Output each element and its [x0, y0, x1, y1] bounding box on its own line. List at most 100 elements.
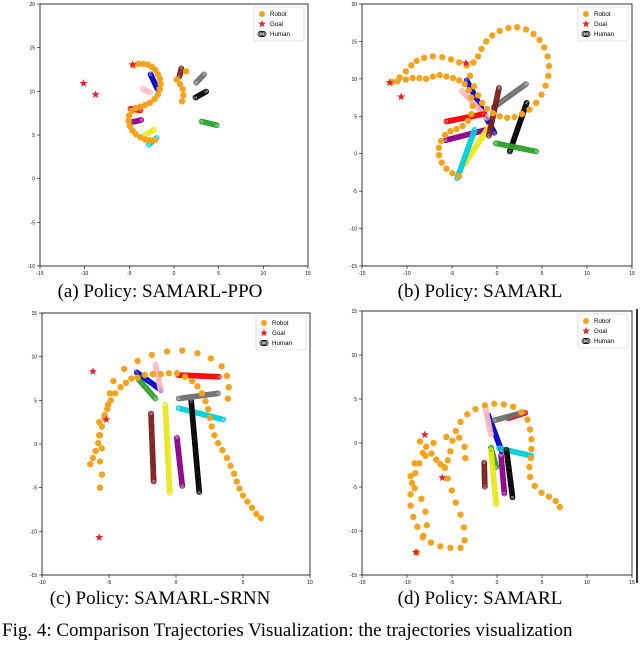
- robot-marker: [429, 53, 437, 60]
- robot-marker: [433, 456, 440, 463]
- y-tick-label: 5: [354, 397, 357, 403]
- y-tick-label: 10: [29, 89, 35, 95]
- robot-marker: [538, 91, 545, 98]
- human-marker: [471, 126, 478, 133]
- robot-marker: [444, 457, 451, 464]
- robot-marker: [89, 454, 97, 462]
- robot-marker: [408, 479, 416, 487]
- robot-marker: [456, 77, 463, 84]
- robot-marker: [436, 71, 443, 79]
- robot-marker: [457, 511, 464, 518]
- robot-marker: [438, 159, 445, 166]
- robot-marker: [441, 463, 448, 471]
- x-tick-label: 10: [307, 580, 313, 586]
- goal-marker: [88, 367, 97, 375]
- robot-marker: [96, 432, 104, 439]
- human-trajectory: [152, 361, 164, 394]
- subplot-d: -15 -10 -5 0 5 10 15 15 10 5 0 -5 -10 -15 Robot Goal Hum…: [320, 307, 640, 617]
- subplot-caption: (d) Policy: SAMARL: [397, 588, 563, 609]
- robot-marker: [149, 370, 156, 378]
- x-tick-label: -5: [107, 580, 112, 586]
- x-tick-label: -10: [38, 580, 45, 586]
- x-tick-label: 5: [541, 580, 544, 586]
- robot-marker: [526, 426, 534, 433]
- robot-marker: [188, 377, 196, 385]
- robot-marker: [449, 74, 457, 82]
- robot-marker: [448, 487, 455, 494]
- x-tick-label: 5: [242, 580, 245, 586]
- robot-marker: [465, 86, 472, 94]
- robot-marker: [510, 403, 517, 410]
- legend-human-marker: [260, 31, 267, 37]
- robot-marker: [125, 117, 132, 124]
- legend-frame: [253, 6, 305, 42]
- robot-marker: [95, 439, 102, 447]
- human-marker: [166, 490, 173, 496]
- robot-marker: [402, 76, 410, 83]
- robot-marker: [402, 68, 410, 75]
- human-trajectory: [135, 376, 159, 402]
- robot-marker: [528, 445, 535, 453]
- robot-marker: [194, 383, 201, 390]
- human-marker: [509, 494, 516, 501]
- robot-marker: [416, 460, 423, 467]
- robot-marker: [456, 59, 463, 66]
- human-marker: [152, 395, 159, 402]
- human-marker: [151, 126, 157, 133]
- x-tick-label: 10: [584, 580, 590, 586]
- y-tick-label: 0: [354, 152, 357, 158]
- robot-marker: [478, 45, 485, 53]
- human-marker: [493, 464, 500, 470]
- legend-human-marker: [261, 340, 267, 346]
- robot-marker: [461, 443, 468, 450]
- robot-marker: [483, 38, 490, 45]
- x-tick-label: 10: [584, 271, 590, 277]
- human-marker: [201, 71, 208, 78]
- robot-marker: [496, 113, 503, 120]
- robot-marker: [180, 92, 187, 99]
- legend-human-marker: [262, 340, 269, 346]
- robot-marker: [173, 76, 180, 83]
- legend-robot-marker: [261, 320, 267, 326]
- human-trajectory: [148, 410, 157, 485]
- robot-marker: [134, 357, 141, 365]
- x-tick-label: -10: [403, 271, 410, 277]
- robot-marker: [181, 373, 189, 380]
- legend: Robot Goal Human: [253, 6, 305, 42]
- robot-marker: [106, 390, 114, 397]
- robot-marker: [416, 438, 424, 445]
- axes-frame: [361, 3, 633, 267]
- robot-marker: [233, 478, 240, 485]
- robot-marker: [427, 539, 435, 546]
- legend-label: Robot: [594, 318, 611, 325]
- human-marker: [215, 390, 221, 397]
- robot-marker: [418, 495, 425, 503]
- robot-trajectory: [407, 400, 563, 556]
- robot-marker: [541, 44, 548, 51]
- robot-marker: [132, 131, 140, 138]
- human-marker: [216, 373, 222, 380]
- subplot-c: -10 -5 0 5 10 15 10 5 0 -5 -10 -15 Robot Goal Human (c…: [0, 307, 320, 617]
- robot-marker: [173, 370, 181, 377]
- robot-marker: [447, 56, 455, 63]
- x-tick-label: 15: [629, 580, 635, 586]
- x-tick-label: 0: [173, 271, 176, 277]
- robot-marker: [496, 27, 503, 35]
- human-marker: [493, 502, 500, 508]
- human-trajectory: [139, 85, 153, 96]
- human-marker: [484, 114, 490, 121]
- robot-marker: [98, 471, 106, 478]
- robot-marker: [151, 137, 158, 144]
- robot-marker: [466, 72, 474, 80]
- robot-marker: [414, 523, 421, 530]
- legend-human-marker: [581, 338, 588, 344]
- y-tick-label: -5: [353, 485, 358, 491]
- human-marker: [480, 111, 487, 117]
- y-tick-label: 5: [34, 398, 37, 404]
- goal-marker: [438, 473, 447, 482]
- robot-marker: [545, 72, 552, 80]
- legend-label: Robot: [270, 11, 287, 18]
- robot-marker: [474, 92, 482, 99]
- robot-marker: [409, 74, 416, 82]
